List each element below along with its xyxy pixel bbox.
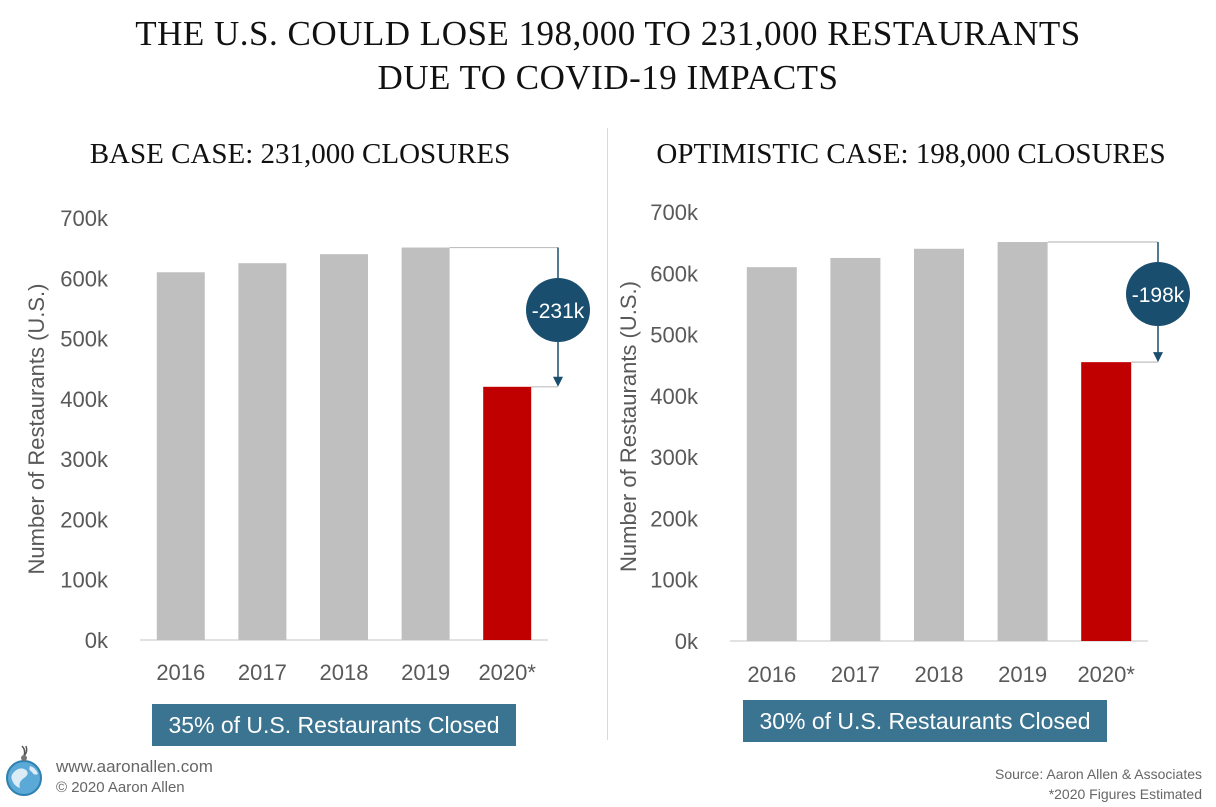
x-tick-label: 2019 [998,662,1047,687]
globe-icon [6,745,42,796]
bar [830,257,881,641]
x-tick-label: 2020* [478,660,536,685]
bar [997,242,1048,641]
y-tick-label: 200k [650,506,699,531]
bar-highlight [483,386,532,640]
bar [746,267,797,641]
y-tick-label: 0k [85,628,109,653]
y-tick-label: 0k [675,629,699,654]
callout-circle [526,278,590,342]
x-tick-label: 2020* [1077,662,1135,687]
decline-arrow-head [553,376,563,387]
optimistic-case-banner: 30% of U.S. Restaurants Closed [743,700,1107,742]
footer-left: www.aaronallen.com © 2020 Aaron Allen [56,756,213,798]
y-tick-label: 200k [60,507,109,532]
y-tick-label: 700k [650,200,699,225]
callout-label: -198k [1132,284,1185,307]
footer-right: Source: Aaron Allen & Associates *2020 F… [995,764,1202,804]
y-tick-label: 400k [650,384,699,409]
bar [320,254,368,640]
bar-highlight [1081,362,1132,641]
x-tick-label: 2019 [401,660,450,685]
panel-divider [607,128,608,740]
website-link[interactable]: www.aaronallen.com [56,757,213,776]
x-tick-label: 2017 [831,662,880,687]
y-tick-label: 700k [60,206,109,231]
y-tick-label: 300k [650,445,699,470]
page-title: THE U.S. COULD LOSE 198,000 TO 231,000 R… [0,12,1216,100]
chart-title: BASE CASE: 231,000 CLOSURES [90,138,511,170]
page-title-line-2: DUE TO COVID-19 IMPACTS [377,58,839,97]
copyright-text: © 2020 Aaron Allen [56,779,185,796]
x-tick-label: 2017 [238,660,287,685]
y-tick-label: 600k [60,266,109,291]
base-case-banner: 35% of U.S. Restaurants Closed [152,704,516,746]
y-tick-label: 100k [60,568,109,593]
page-title-line-1: THE U.S. COULD LOSE 198,000 TO 231,000 R… [135,14,1081,53]
x-tick-label: 2016 [747,662,796,687]
bar [401,247,450,641]
x-tick-label: 2016 [156,660,205,685]
bar [238,263,287,640]
estimate-note: *2020 Figures Estimated [1048,786,1202,802]
optimistic-case-chart: OPTIMISTIC CASE: 198,000 CLOSURES 0k 100k 2… [616,138,1190,687]
y-tick-label: 600k [650,261,699,286]
y-axis-label: Number of Restaurants (U.S.) [616,281,641,572]
base-case-chart: BASE CASE: 231,000 CLOSURES 0k 100k 200k 300… [24,138,590,685]
source-text: Source: Aaron Allen & Associates [994,766,1202,782]
y-tick-label: 500k [60,327,109,352]
decline-arrow-head [1153,352,1163,363]
y-axis-label: Number of Restaurants (U.S.) [24,284,49,575]
bar [914,248,964,641]
x-tick-label: 2018 [915,662,964,687]
y-tick-label: 100k [650,568,699,593]
y-tick-label: 400k [60,387,109,412]
x-tick-label: 2018 [320,660,369,685]
bar [156,272,205,640]
y-tick-label: 500k [650,323,699,348]
chart-title: OPTIMISTIC CASE: 198,000 CLOSURES [656,138,1165,170]
callout-circle [1126,262,1190,326]
y-tick-label: 300k [60,447,109,472]
callout-label: -231k [532,300,585,323]
